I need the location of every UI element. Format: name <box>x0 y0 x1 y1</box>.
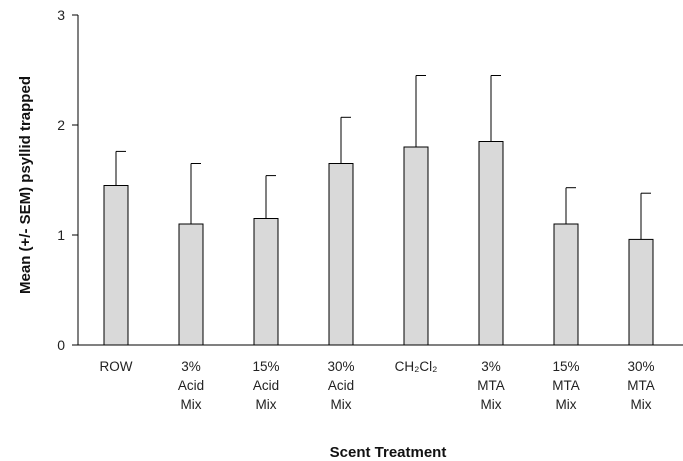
bar <box>103 185 129 346</box>
y-ticks-group: 0 1 2 3 <box>57 7 78 353</box>
x-tick-label: CH₂Cl₂ <box>395 359 438 374</box>
y-tick-label: 1 <box>57 227 65 243</box>
y-axis-title: Mean (+/- SEM) psyllid trapped <box>17 76 34 294</box>
bar <box>403 146 429 346</box>
x-tick-labels-group: ROW 3% Acid Mix 15% Acid Mix 30% Acid Mix CH₂Cl₂ 3%… <box>100 359 655 412</box>
x-tick-label: 30% Acid Mix <box>327 359 354 412</box>
x-tick-label: 3% MTA Mix <box>477 359 505 412</box>
bars-group <box>103 141 654 346</box>
bar <box>253 218 279 346</box>
x-axis-title: Scent Treatment <box>330 444 447 461</box>
x-tick-label: 15% MTA Mix <box>552 359 580 412</box>
bar <box>328 163 354 346</box>
bar <box>553 223 579 346</box>
y-tick-label: 0 <box>57 337 65 353</box>
bar <box>478 141 504 346</box>
x-tick-label: ROW <box>100 359 133 374</box>
bar <box>628 238 654 346</box>
x-tick-label: 3% Acid Mix <box>178 359 204 412</box>
y-tick-label: 3 <box>57 7 65 23</box>
y-tick-label: 2 <box>57 117 65 133</box>
x-tick-label: 30% MTA Mix <box>627 359 655 412</box>
axes-group <box>77 15 683 346</box>
x-tick-label: 15% Acid Mix <box>252 359 279 412</box>
error-bars-group <box>115 75 651 240</box>
bar <box>178 223 204 346</box>
